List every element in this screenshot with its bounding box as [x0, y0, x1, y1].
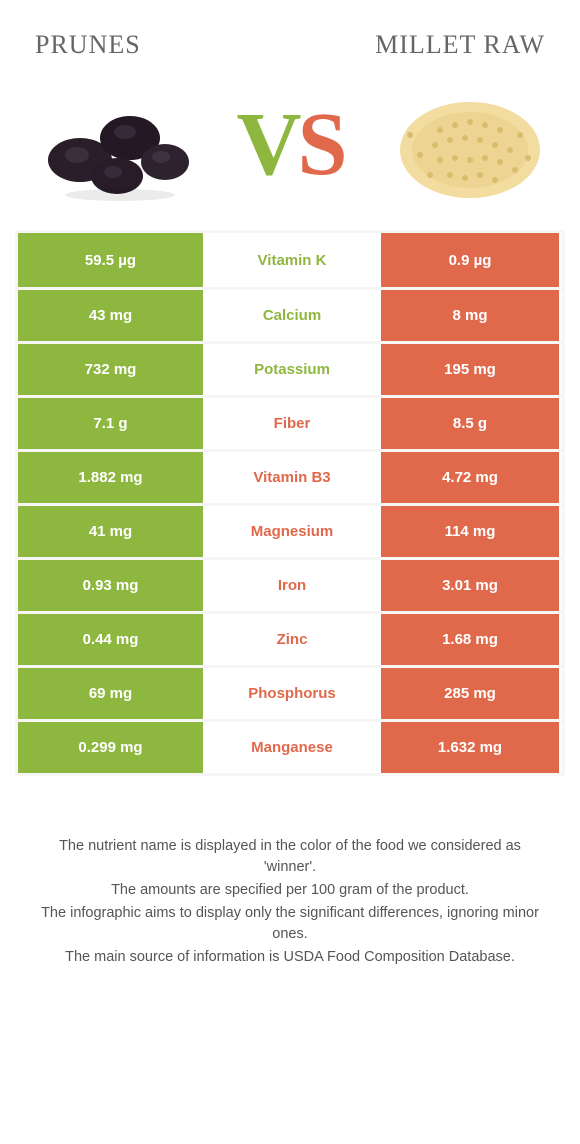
- footnote-line: The main source of information is USDA F…: [40, 947, 540, 968]
- table-row: 0.93 mgIron3.01 mg: [18, 557, 562, 611]
- right-value-cell: 8.5 g: [381, 398, 559, 449]
- right-value-cell: 1.632 mg: [381, 722, 559, 773]
- right-value-cell: 4.72 mg: [381, 452, 559, 503]
- nutrient-label-cell: Calcium: [203, 290, 381, 341]
- nutrient-label-cell: Phosphorus: [203, 668, 381, 719]
- left-value-cell: 0.299 mg: [18, 722, 203, 773]
- table-row: 59.5 µgVitamin K0.9 µg: [18, 233, 562, 287]
- nutrient-label-cell: Vitamin K: [203, 233, 381, 287]
- table-row: 69 mgPhosphorus285 mg: [18, 665, 562, 719]
- table-row: 0.299 mgManganese1.632 mg: [18, 719, 562, 773]
- titles-row: Prunes Millet raw: [15, 10, 565, 70]
- nutrient-label-cell: Zinc: [203, 614, 381, 665]
- nutrient-label-cell: Magnesium: [203, 506, 381, 557]
- left-value-cell: 7.1 g: [18, 398, 203, 449]
- left-value-cell: 59.5 µg: [18, 233, 203, 287]
- nutrient-label-cell: Manganese: [203, 722, 381, 773]
- prunes-image: [25, 80, 200, 210]
- right-value-cell: 285 mg: [381, 668, 559, 719]
- right-value-cell: 8 mg: [381, 290, 559, 341]
- right-food-title: Millet raw: [375, 30, 545, 60]
- nutrient-table: 59.5 µgVitamin K0.9 µg43 mgCalcium8 mg73…: [15, 230, 565, 776]
- table-row: 41 mgMagnesium114 mg: [18, 503, 562, 557]
- right-value-cell: 0.9 µg: [381, 233, 559, 287]
- nutrient-label-cell: Iron: [203, 560, 381, 611]
- footnote-line: The amounts are specified per 100 gram o…: [40, 880, 540, 901]
- left-value-cell: 69 mg: [18, 668, 203, 719]
- table-row: 732 mgPotassium195 mg: [18, 341, 562, 395]
- left-value-cell: 0.44 mg: [18, 614, 203, 665]
- vs-label: V S: [236, 100, 343, 190]
- right-value-cell: 3.01 mg: [381, 560, 559, 611]
- table-row: 0.44 mgZinc1.68 mg: [18, 611, 562, 665]
- right-value-cell: 1.68 mg: [381, 614, 559, 665]
- left-value-cell: 732 mg: [18, 344, 203, 395]
- left-value-cell: 43 mg: [18, 290, 203, 341]
- vs-v: V: [236, 100, 297, 190]
- table-row: 1.882 mgVitamin B34.72 mg: [18, 449, 562, 503]
- table-row: 43 mgCalcium8 mg: [18, 287, 562, 341]
- nutrient-label-cell: Vitamin B3: [203, 452, 381, 503]
- footnote-line: The nutrient name is displayed in the co…: [40, 836, 540, 878]
- vs-s: S: [297, 100, 343, 190]
- left-food-title: Prunes: [35, 30, 141, 60]
- footnote-line: The infographic aims to display only the…: [40, 903, 540, 945]
- right-value-cell: 114 mg: [381, 506, 559, 557]
- vs-row: V S: [15, 70, 565, 230]
- nutrient-label-cell: Potassium: [203, 344, 381, 395]
- millet-image: [380, 80, 555, 210]
- right-value-cell: 195 mg: [381, 344, 559, 395]
- footnotes: The nutrient name is displayed in the co…: [15, 776, 565, 968]
- table-row: 7.1 gFiber8.5 g: [18, 395, 562, 449]
- left-value-cell: 1.882 mg: [18, 452, 203, 503]
- nutrient-label-cell: Fiber: [203, 398, 381, 449]
- left-value-cell: 0.93 mg: [18, 560, 203, 611]
- left-value-cell: 41 mg: [18, 506, 203, 557]
